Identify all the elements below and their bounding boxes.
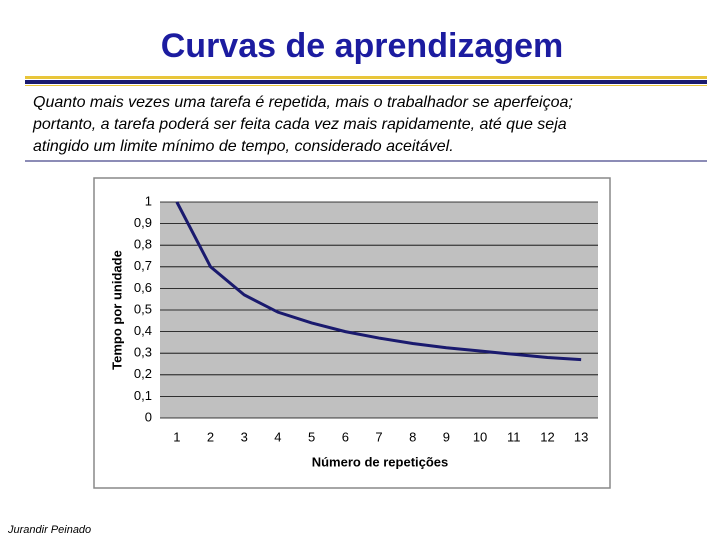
y-tick-label: 0 bbox=[145, 409, 152, 424]
slide-title: Curvas de aprendizagem bbox=[161, 27, 563, 65]
x-tick-label: 6 bbox=[342, 429, 349, 444]
x-tick-label: 5 bbox=[308, 429, 315, 444]
title-rule bbox=[25, 76, 707, 79]
x-axis-title: Número de repetições bbox=[312, 454, 449, 469]
text-line: portanto, a tarefa poderá ser feita cada… bbox=[32, 116, 567, 133]
x-tick-label: 2 bbox=[207, 429, 214, 444]
y-tick-label: 0,2 bbox=[134, 366, 152, 381]
text-line: atingido um limite mínimo de tempo, cons… bbox=[33, 138, 454, 155]
y-tick-label: 0,6 bbox=[134, 280, 152, 295]
title-rule bbox=[25, 85, 707, 86]
x-tick-label: 3 bbox=[241, 429, 248, 444]
x-tick-label: 7 bbox=[375, 429, 382, 444]
y-tick-label: 0,4 bbox=[134, 323, 152, 338]
y-tick-label: 0,9 bbox=[134, 215, 152, 230]
text-line: Quanto mais vezes uma tarefa é repetida,… bbox=[33, 94, 573, 111]
y-axis-title: Tempo por unidade bbox=[109, 250, 124, 370]
x-tick-label: 11 bbox=[507, 429, 521, 444]
y-tick-label: 0,7 bbox=[134, 258, 152, 273]
x-tick-label: 4 bbox=[274, 429, 281, 444]
x-tick-label: 1 bbox=[173, 429, 180, 444]
x-tick-label: 9 bbox=[443, 429, 450, 444]
title-rule bbox=[25, 80, 707, 84]
y-tick-label: 0,1 bbox=[134, 388, 152, 403]
y-tick-label: 0,3 bbox=[134, 345, 152, 360]
y-tick-label: 0,5 bbox=[134, 301, 152, 316]
y-tick-label: 1 bbox=[145, 193, 152, 208]
data-line bbox=[175, 201, 582, 362]
footer: Jurandir Peinado bbox=[7, 524, 91, 536]
x-tick-label: 13 bbox=[574, 429, 588, 444]
y-tick-label: 0,8 bbox=[134, 237, 152, 252]
x-tick-label: 8 bbox=[409, 429, 416, 444]
x-tick-label: 12 bbox=[540, 429, 554, 444]
x-tick-label: 10 bbox=[473, 429, 487, 444]
